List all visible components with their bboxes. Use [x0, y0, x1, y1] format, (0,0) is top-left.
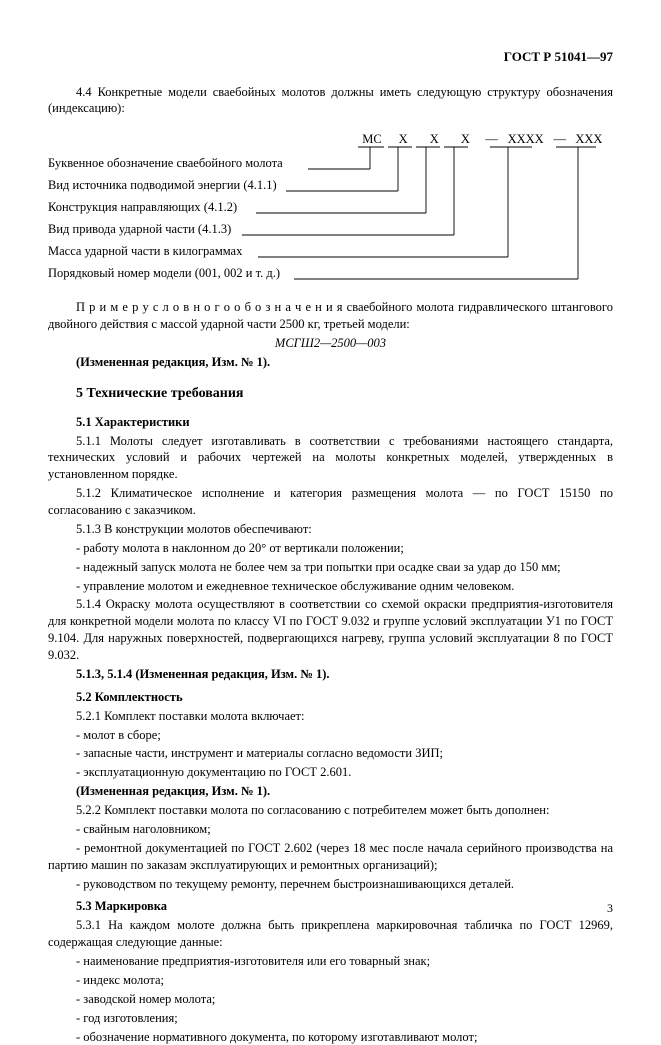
p531a: - наименование предприятия-изготовителя … — [48, 953, 613, 970]
p531d: - год изготовления; — [48, 1010, 613, 1027]
changed-2: (Измененная редакция, Изм. № 1). — [48, 783, 613, 800]
para-4-4: 4.4 Конкретные модели сваебойных молотов… — [48, 84, 613, 118]
p521b: - запасные части, инструмент и материалы… — [48, 745, 613, 762]
p513a: - работу молота в наклонном до 20° от ве… — [48, 540, 613, 557]
s51-title: 5.1 Характеристики — [48, 414, 613, 431]
example-intro-spaced: П р и м е р у с л о в н о г о о б о з н … — [76, 300, 343, 314]
p531b: - индекс молота; — [48, 972, 613, 989]
p531c: - заводской номер молота; — [48, 991, 613, 1008]
p512: 5.1.2 Климатическое исполнение и категор… — [48, 485, 613, 519]
p513: 5.1.3 В конструкции молотов обеспечивают… — [48, 521, 613, 538]
p522c: - руководством по текущему ремонту, пере… — [48, 876, 613, 893]
s53-title: 5.3 Маркировка — [48, 898, 613, 915]
section-5-title: 5 Технические требования — [76, 385, 613, 404]
p513b: - надежный запуск молота не более чем за… — [48, 559, 613, 576]
p531e: - обозначение нормативного документа, по… — [48, 1029, 613, 1045]
p511: 5.1.1 Молоты следует изготавливать в соо… — [48, 433, 613, 484]
p522b: - ремонтной документацией по ГОСТ 2.602 … — [48, 840, 613, 874]
p521a: - молот в сборе; — [48, 727, 613, 744]
p514: 5.1.4 Окраску молота осуществляют в соот… — [48, 596, 613, 664]
p522a: - свайным наголовником; — [48, 821, 613, 838]
example-code: МСГШ2—2500—003 — [48, 335, 613, 352]
s52-title: 5.2 Комплектность — [48, 689, 613, 706]
page-number: 3 — [607, 900, 613, 916]
p531: 5.3.1 На каждом молоте должна быть прикр… — [48, 917, 613, 951]
changed-1: (Измененная редакция, Изм. № 1). — [48, 354, 613, 371]
p513-514-changed: 5.1.3, 5.1.4 (Измененная редакция, Изм. … — [48, 666, 613, 683]
example-intro: П р и м е р у с л о в н о г о о б о з н … — [48, 299, 613, 333]
designation-diagram: МС X X X — XXXX — XXX Буквенное обозначе… — [48, 125, 613, 295]
p521c: - эксплуатационную документацию по ГОСТ … — [48, 764, 613, 781]
p522: 5.2.2 Комплект поставки молота по соглас… — [48, 802, 613, 819]
p521: 5.2.1 Комплект поставки молота включает: — [48, 708, 613, 725]
diagram-lines — [48, 125, 613, 295]
doc-header: ГОСТ Р 51041—97 — [48, 48, 613, 66]
p513c: - управление молотом и ежедневное технич… — [48, 578, 613, 595]
